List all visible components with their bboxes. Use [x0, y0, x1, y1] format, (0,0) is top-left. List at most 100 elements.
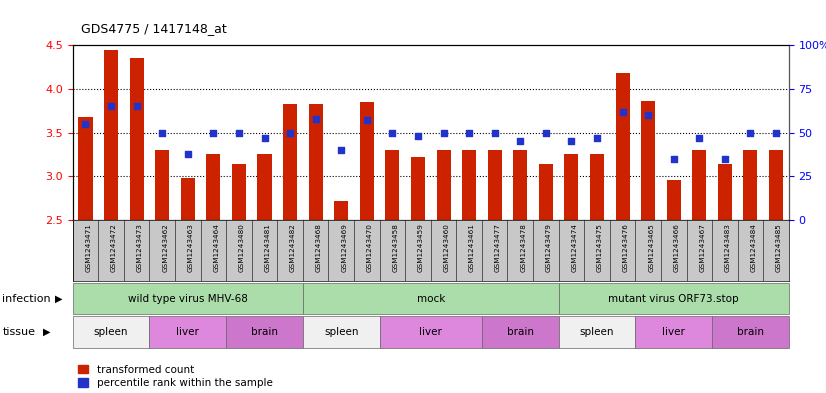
Text: mutant virus ORF73.stop: mutant virus ORF73.stop	[609, 294, 739, 304]
Text: ▶: ▶	[55, 294, 62, 304]
Bar	[482, 316, 558, 348]
Text: brain: brain	[737, 327, 764, 337]
Point	[386, 129, 399, 136]
Point	[463, 129, 476, 136]
Text: brain: brain	[507, 327, 534, 337]
Text: GSM1243480: GSM1243480	[239, 223, 245, 272]
Text: GSM1243459: GSM1243459	[418, 223, 424, 272]
Point	[155, 129, 169, 136]
Bar	[226, 316, 303, 348]
Bar	[360, 102, 374, 220]
Point	[514, 138, 527, 145]
Bar	[635, 316, 712, 348]
Text: GSM1243479: GSM1243479	[546, 223, 552, 272]
Point	[642, 112, 655, 118]
Bar	[590, 154, 604, 220]
Point	[565, 138, 578, 145]
Bar	[564, 154, 578, 220]
Text: GSM1243460: GSM1243460	[444, 223, 449, 272]
Bar	[558, 316, 635, 348]
Bar	[462, 150, 476, 220]
Point	[744, 129, 757, 136]
Text: GSM1243485: GSM1243485	[776, 223, 782, 272]
Text: GSM1243470: GSM1243470	[367, 223, 373, 272]
Text: liver: liver	[420, 327, 442, 337]
Point	[104, 103, 117, 110]
Bar	[641, 101, 655, 220]
Point	[667, 156, 681, 162]
Text: ▶: ▶	[43, 327, 50, 337]
Text: GSM1243464: GSM1243464	[213, 223, 220, 272]
Bar	[303, 316, 380, 348]
Bar	[150, 316, 226, 348]
Text: GSM1243465: GSM1243465	[648, 223, 654, 272]
Point	[206, 129, 220, 136]
Text: GSM1243481: GSM1243481	[264, 223, 270, 272]
Bar	[411, 157, 425, 220]
Point	[770, 129, 783, 136]
Text: GSM1243473: GSM1243473	[136, 223, 143, 272]
Bar	[386, 150, 400, 220]
Point	[591, 135, 604, 141]
Text: infection: infection	[2, 294, 51, 304]
Point	[335, 147, 348, 153]
Text: liver: liver	[662, 327, 686, 337]
Point	[181, 151, 194, 157]
Text: GSM1243483: GSM1243483	[725, 223, 731, 272]
Text: brain: brain	[251, 327, 278, 337]
Text: mock: mock	[416, 294, 445, 304]
Bar	[615, 73, 629, 220]
Bar	[712, 316, 789, 348]
Bar	[743, 150, 757, 220]
Text: tissue: tissue	[2, 327, 36, 337]
Text: GSM1243484: GSM1243484	[751, 223, 757, 272]
Text: GSM1243477: GSM1243477	[495, 223, 501, 272]
Text: GSM1243478: GSM1243478	[520, 223, 526, 272]
Text: GSM1243466: GSM1243466	[674, 223, 680, 272]
Text: GSM1243474: GSM1243474	[572, 223, 577, 272]
Point	[437, 129, 450, 136]
Bar	[487, 150, 501, 220]
Point	[693, 135, 706, 141]
Point	[309, 116, 322, 122]
Point	[360, 117, 373, 123]
Text: GSM1243468: GSM1243468	[316, 223, 321, 272]
Bar	[558, 283, 789, 314]
Bar	[539, 164, 553, 220]
Bar	[380, 316, 482, 348]
Point	[232, 129, 245, 136]
Text: liver: liver	[176, 327, 199, 337]
Text: spleen: spleen	[324, 327, 358, 337]
Point	[616, 108, 629, 115]
Bar	[436, 150, 450, 220]
Bar	[155, 150, 169, 220]
Text: spleen: spleen	[94, 327, 128, 337]
Bar	[335, 201, 349, 220]
Bar	[303, 283, 558, 314]
Text: wild type virus MHV-68: wild type virus MHV-68	[128, 294, 248, 304]
Bar	[667, 180, 681, 220]
Bar	[130, 58, 144, 220]
Bar	[232, 164, 246, 220]
Bar	[78, 117, 93, 220]
Text: GDS4775 / 1417148_at: GDS4775 / 1417148_at	[81, 22, 226, 35]
Text: GSM1243458: GSM1243458	[392, 223, 398, 272]
Bar	[104, 50, 118, 220]
Bar	[692, 150, 706, 220]
Point	[488, 129, 501, 136]
Text: GSM1243469: GSM1243469	[341, 223, 347, 272]
Text: GSM1243475: GSM1243475	[597, 223, 603, 272]
Point	[411, 133, 425, 139]
Text: GSM1243462: GSM1243462	[162, 223, 169, 272]
Legend: transformed count, percentile rank within the sample: transformed count, percentile rank withi…	[78, 365, 273, 388]
Bar	[283, 104, 297, 220]
Text: spleen: spleen	[580, 327, 615, 337]
Point	[258, 135, 271, 141]
Text: GSM1243472: GSM1243472	[111, 223, 117, 272]
Bar	[513, 150, 527, 220]
Point	[283, 129, 297, 136]
Bar	[258, 154, 272, 220]
Bar	[206, 154, 221, 220]
Text: GSM1243476: GSM1243476	[623, 223, 629, 272]
Point	[78, 121, 92, 127]
